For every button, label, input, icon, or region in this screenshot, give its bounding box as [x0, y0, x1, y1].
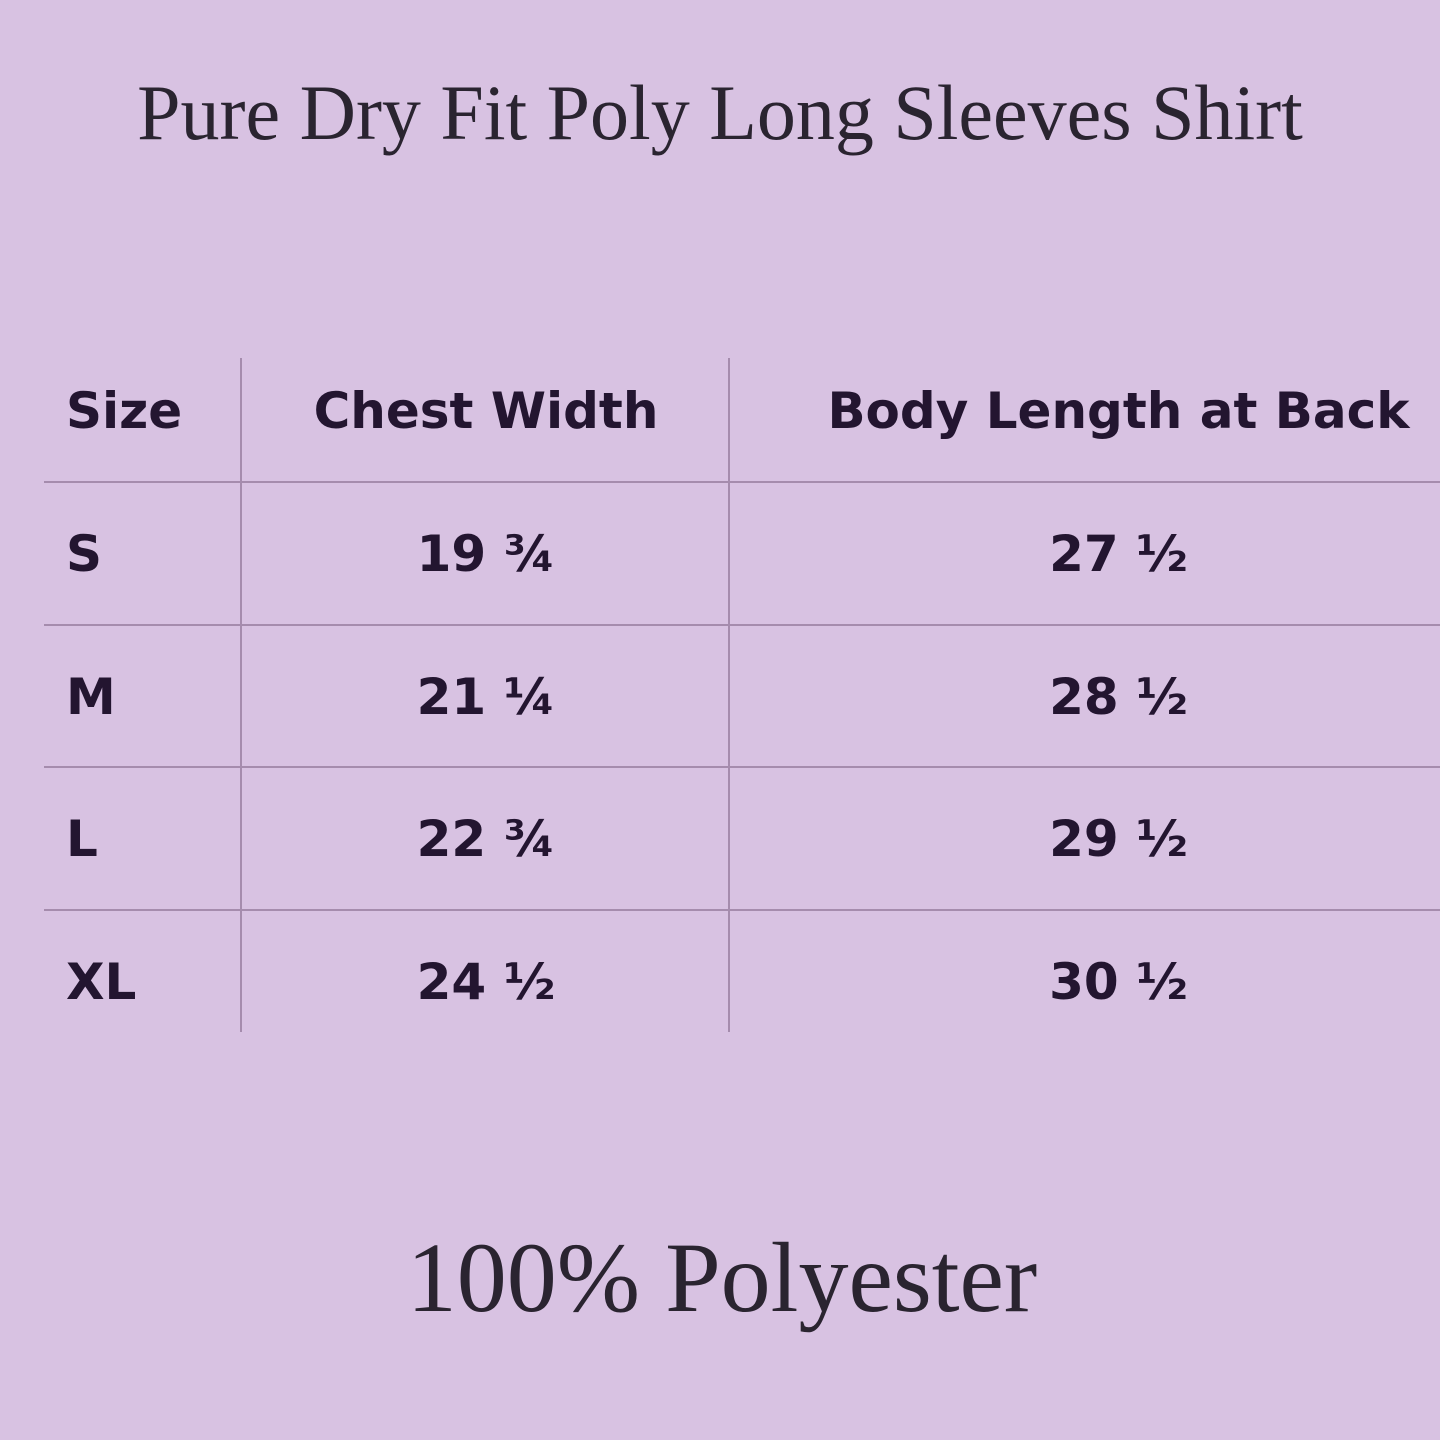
- row-divider: [44, 624, 1440, 626]
- header-size: Size: [66, 382, 183, 440]
- size-cell: XL: [66, 953, 137, 1011]
- header-body-length: Body Length at Back: [827, 382, 1410, 440]
- row-divider: [44, 766, 1440, 768]
- length-cell: 30 ½: [1049, 953, 1188, 1011]
- length-cell: 28 ½: [1049, 668, 1188, 726]
- chest-cell: 22 ¾: [416, 810, 556, 868]
- length-cell: 29 ½: [1049, 810, 1188, 868]
- page-title: Pure Dry Fit Poly Long Sleeves Shirt: [137, 69, 1303, 156]
- size-cell: M: [66, 668, 116, 726]
- length-cell: 27 ½: [1049, 525, 1188, 583]
- column-divider: [728, 358, 730, 1032]
- size-cell: L: [66, 810, 98, 868]
- header-chest-width: Chest Width: [313, 382, 659, 440]
- chest-cell: 19 ¾: [416, 525, 556, 583]
- row-divider: [44, 481, 1440, 483]
- material-label: 100% Polyester: [406, 1222, 1038, 1333]
- row-divider: [44, 909, 1440, 911]
- column-divider: [240, 358, 242, 1032]
- chest-cell: 24 ½: [416, 953, 556, 1011]
- size-cell: S: [66, 525, 103, 583]
- chest-cell: 21 ¼: [416, 668, 556, 726]
